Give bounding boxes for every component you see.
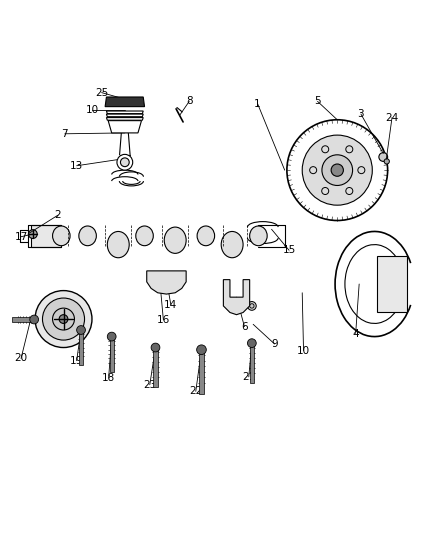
Circle shape [379, 152, 388, 161]
Text: 1: 1 [254, 99, 261, 109]
Text: 24: 24 [385, 112, 399, 123]
Text: 16: 16 [157, 315, 170, 325]
Polygon shape [108, 120, 141, 133]
Polygon shape [79, 330, 83, 365]
Text: 20: 20 [14, 353, 28, 364]
Polygon shape [12, 317, 34, 322]
Text: 15: 15 [283, 245, 296, 255]
Circle shape [77, 326, 85, 334]
Circle shape [384, 159, 389, 164]
Ellipse shape [79, 226, 96, 246]
Polygon shape [106, 111, 143, 114]
Text: 8: 8 [186, 96, 193, 107]
Ellipse shape [197, 226, 215, 246]
Polygon shape [199, 350, 204, 393]
Polygon shape [110, 336, 114, 372]
Text: 17: 17 [14, 232, 28, 242]
Polygon shape [31, 225, 61, 247]
Text: 4: 4 [352, 328, 359, 338]
Circle shape [53, 308, 74, 330]
Text: 21: 21 [242, 372, 255, 382]
Circle shape [322, 155, 353, 185]
Polygon shape [106, 114, 143, 117]
Text: 10: 10 [297, 345, 310, 356]
Polygon shape [147, 271, 186, 294]
Circle shape [59, 314, 68, 324]
Text: 19: 19 [70, 356, 83, 366]
Circle shape [331, 164, 343, 176]
Text: 18: 18 [102, 373, 115, 383]
Polygon shape [223, 280, 250, 314]
Ellipse shape [164, 227, 186, 253]
Circle shape [247, 302, 256, 310]
Ellipse shape [53, 226, 70, 246]
Polygon shape [105, 97, 145, 107]
Ellipse shape [136, 226, 153, 246]
Circle shape [302, 135, 372, 205]
Polygon shape [250, 343, 254, 383]
Circle shape [35, 290, 92, 348]
Polygon shape [377, 255, 407, 312]
Circle shape [42, 298, 85, 340]
Text: 5: 5 [314, 96, 321, 107]
Polygon shape [106, 118, 143, 120]
Text: 14: 14 [164, 300, 177, 310]
Circle shape [30, 315, 39, 324]
Ellipse shape [250, 226, 267, 246]
Circle shape [28, 230, 37, 238]
Text: 7: 7 [61, 129, 68, 139]
Text: 23: 23 [143, 379, 156, 390]
Circle shape [247, 339, 256, 348]
Circle shape [197, 345, 206, 354]
Ellipse shape [107, 231, 129, 258]
Text: 2: 2 [54, 210, 61, 220]
Text: 9: 9 [271, 339, 278, 349]
Text: 13: 13 [70, 161, 83, 171]
Circle shape [151, 343, 160, 352]
Polygon shape [153, 348, 158, 387]
Text: 6: 6 [241, 321, 248, 332]
Ellipse shape [221, 231, 243, 258]
Circle shape [120, 158, 129, 167]
Text: 3: 3 [357, 109, 364, 119]
Text: 25: 25 [95, 87, 108, 98]
Circle shape [107, 332, 116, 341]
Text: 10: 10 [85, 104, 99, 115]
Text: 22: 22 [189, 386, 202, 397]
Circle shape [117, 155, 133, 170]
